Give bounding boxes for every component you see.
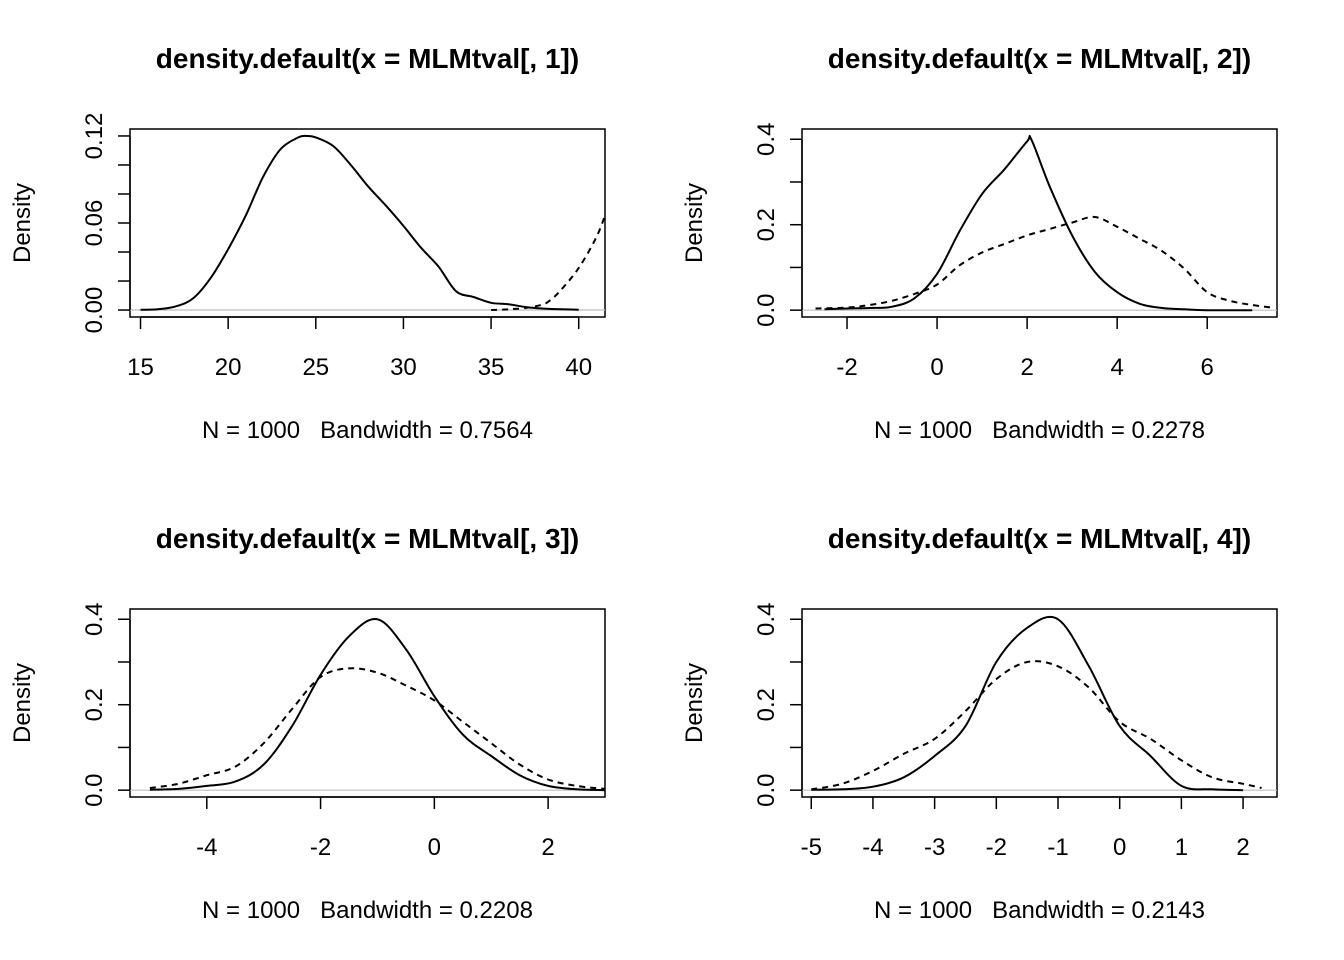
x-tick-label: 2: [1020, 354, 1033, 381]
panel-title: density.default(x = MLMtval[, 4]): [828, 523, 1251, 554]
x-tick-label: -5: [801, 834, 822, 861]
y-tick-label: 0.4: [81, 603, 108, 636]
y-axis: 0.0 0.2 0.4: [753, 123, 803, 327]
density-panel-1: density.default(x = MLMtval[, 1]) 15 20 25 3…: [9, 43, 606, 444]
x-axis-label: N = 1000 Bandwidth = 0.7564: [202, 417, 533, 444]
plot-frame: [129, 608, 606, 798]
x-tick-label: 40: [565, 354, 592, 381]
solid-density-curve: [149, 618, 605, 792]
y-axis-label: Density: [9, 183, 36, 263]
x-axis: 15 20 25 30 35 40: [127, 316, 592, 381]
x-tick-label: -1: [1047, 834, 1068, 861]
x-tick-label: 4: [1110, 354, 1123, 381]
panel-title: density.default(x = MLMtval[, 3]): [156, 523, 579, 554]
x-axis-label: N = 1000 Bandwidth = 0.2278: [874, 417, 1205, 444]
x-tick-label: -4: [862, 834, 883, 861]
x-tick-label: 25: [302, 354, 329, 381]
y-tick-label: 0.2: [753, 688, 780, 721]
x-tick-label: -4: [196, 834, 217, 861]
x-tick-label: 0: [428, 834, 441, 861]
y-axis: 0.0 0.2 0.4: [81, 603, 131, 807]
x-tick-label: 2: [1236, 834, 1249, 861]
y-tick-label: 0.4: [753, 603, 780, 636]
y-tick-label: 0.2: [753, 208, 780, 241]
y-axis: 0.00 0.06 0.12: [81, 113, 131, 334]
x-axis-label: N = 1000 Bandwidth = 0.2208: [202, 897, 533, 924]
density-panel-3: density.default(x = MLMtval[, 3]) -4 -2 0 2 0…: [9, 523, 606, 924]
dashed-density-curve: [491, 215, 605, 311]
y-axis: 0.0 0.2 0.4: [753, 603, 803, 807]
plot-frame: [801, 608, 1278, 798]
x-axis: -2 0 2 4 6: [836, 316, 1214, 381]
solid-density-curve: [811, 615, 1244, 792]
density-panel-2: density.default(x = MLMtval[, 2]) -2 0 2 4 6 0…: [681, 43, 1278, 444]
x-axis-label: N = 1000 Bandwidth = 0.2143: [874, 897, 1205, 924]
x-tick-label: 0: [1113, 834, 1126, 861]
x-tick-label: 20: [215, 354, 242, 381]
dashed-density-curve: [811, 660, 1262, 791]
x-axis: -4 -2 0 2: [196, 796, 555, 861]
y-tick-label: 0.06: [81, 200, 108, 247]
x-tick-label: -2: [310, 834, 331, 861]
x-tick-label: 0: [930, 354, 943, 381]
y-axis-label: Density: [9, 663, 36, 743]
solid-density-curve: [824, 134, 1253, 312]
y-tick-label: 0.0: [753, 773, 780, 806]
panel-title: density.default(x = MLMtval[, 1]): [156, 43, 579, 74]
x-tick-label: 1: [1175, 834, 1188, 861]
y-tick-label: 0.0: [81, 773, 108, 806]
dashed-density-curve: [149, 667, 605, 790]
x-tick-label: 6: [1201, 354, 1214, 381]
x-tick-label: -2: [836, 354, 857, 381]
x-tick-label: 15: [127, 354, 154, 381]
panel-title: density.default(x = MLMtval[, 2]): [828, 43, 1251, 74]
y-tick-label: 0.00: [81, 287, 108, 334]
x-tick-label: 2: [541, 834, 554, 861]
y-tick-label: 0.0: [753, 293, 780, 326]
density-panel-4: density.default(x = MLMtval[, 4])-5 -4 -3-…: [681, 523, 1278, 924]
dashed-density-curve: [815, 215, 1275, 310]
x-tick-label: 30: [390, 354, 417, 381]
y-tick-label: 0.12: [81, 113, 108, 160]
y-axis-label: Density: [681, 183, 708, 263]
x-tick-label: 35: [478, 354, 505, 381]
x-tick-label: -3: [924, 834, 945, 861]
y-axis-label: Density: [681, 663, 708, 743]
y-tick-label: 0.2: [81, 688, 108, 721]
x-tick-label: -2: [986, 834, 1007, 861]
x-axis: -5 -4 -3 -2 -1 0 1 2: [801, 796, 1250, 861]
y-tick-label: 0.4: [753, 123, 780, 156]
solid-density-curve: [140, 134, 579, 311]
